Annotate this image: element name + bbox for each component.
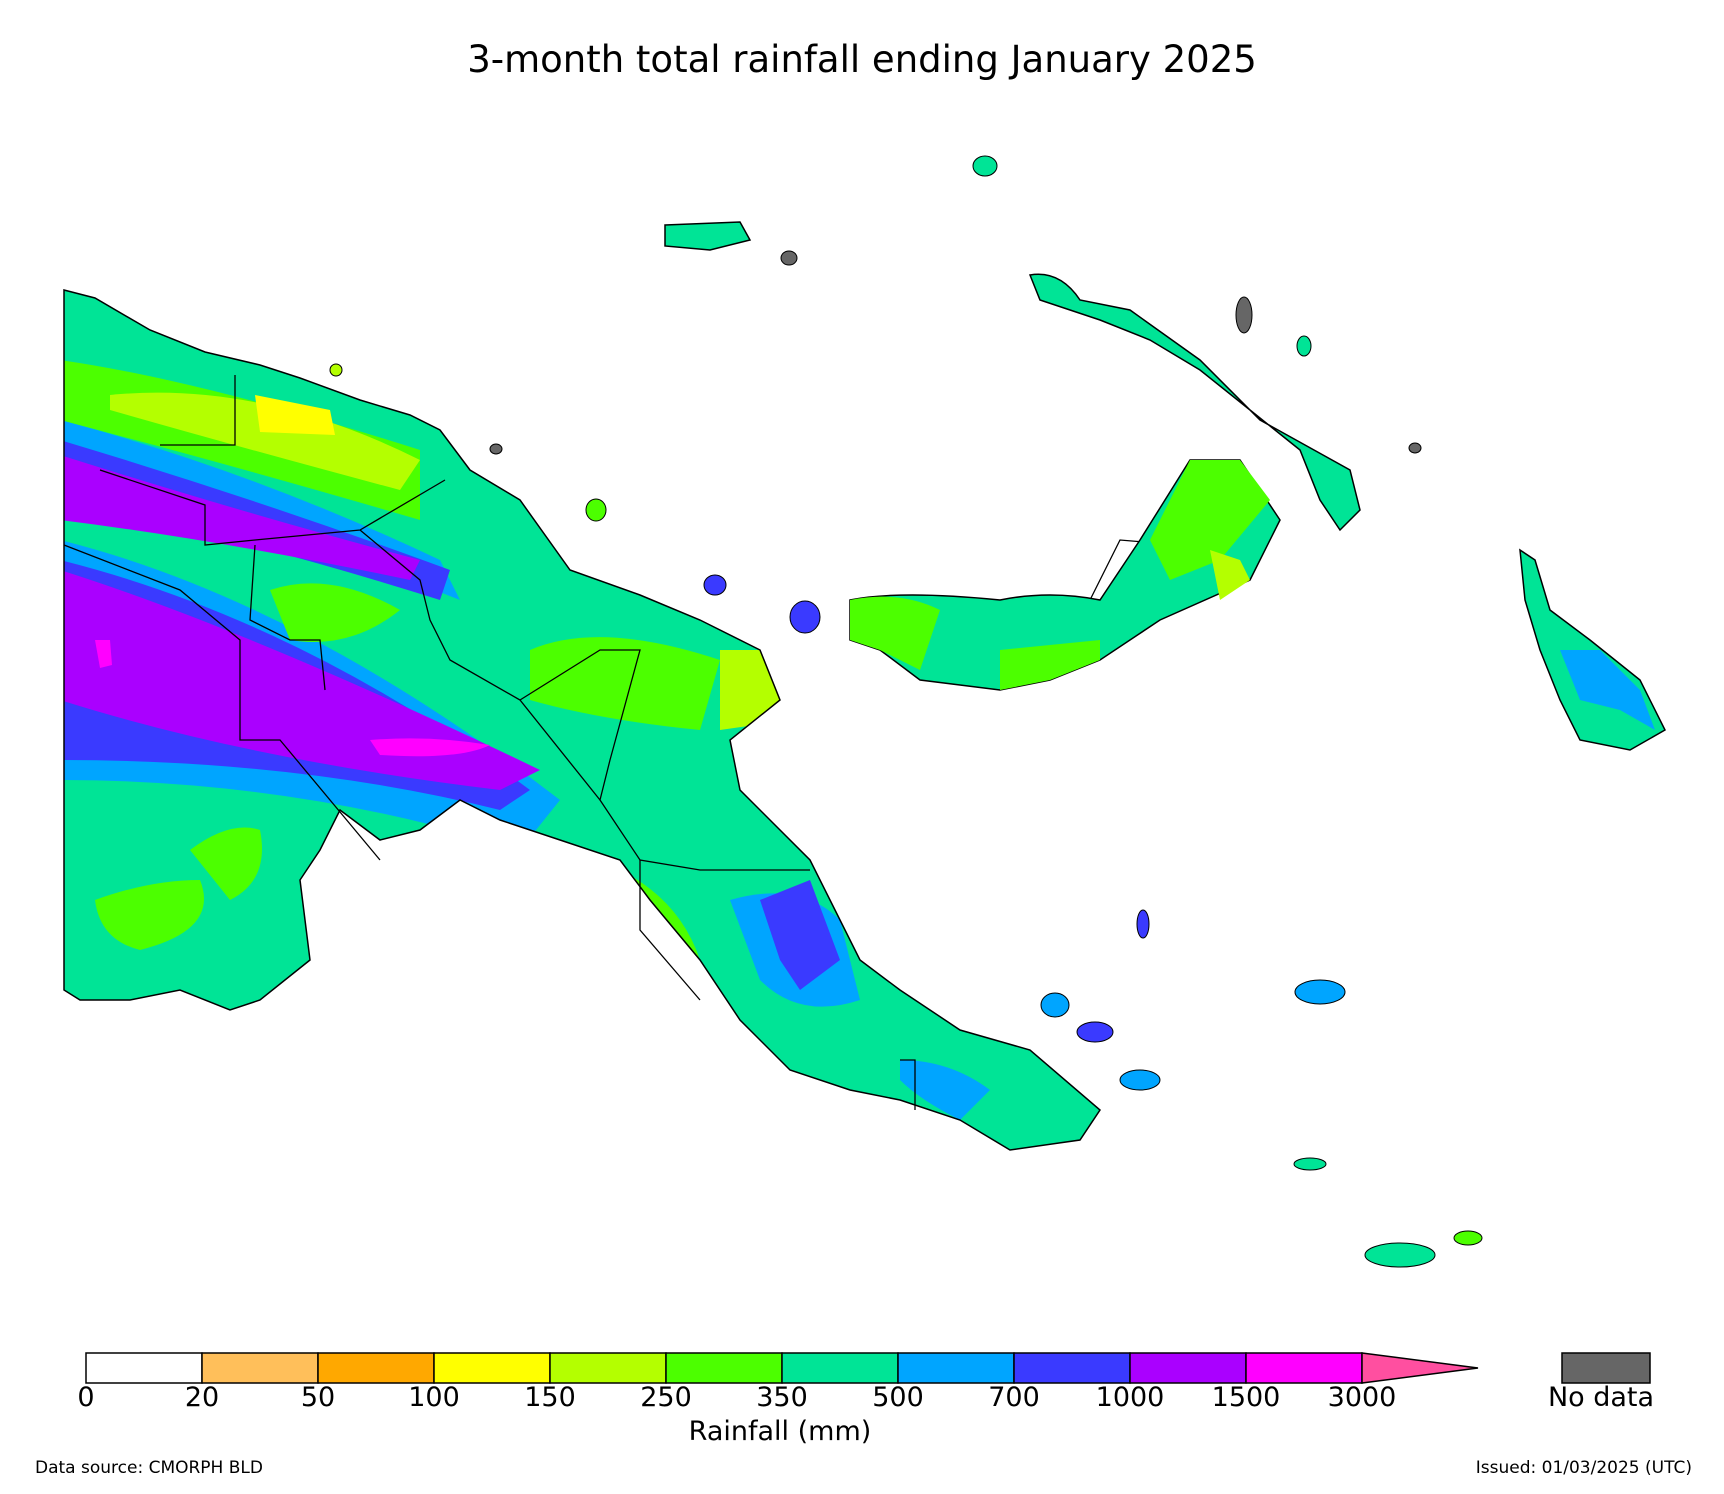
colorbar-tick-7: 500 (872, 1382, 924, 1413)
manus-island (664, 221, 752, 251)
province-borders (63, 375, 1182, 1110)
colorbar-bin-8 (1013, 1352, 1131, 1384)
colorbar-bin-6 (781, 1352, 899, 1384)
colorbar-bin-7 (897, 1352, 1015, 1384)
colorbar-tick-2: 50 (300, 1382, 336, 1413)
nodata-swatch (1561, 1352, 1651, 1384)
colorbar-bin-3 (433, 1352, 551, 1384)
colorbar-tick-0: 0 (77, 1382, 95, 1413)
colorbar-bin-1 (201, 1352, 319, 1384)
colorbar-tick-10: 1500 (1211, 1382, 1281, 1413)
colorbar (85, 1352, 1651, 1384)
mainland-rainfall (64, 290, 1100, 1150)
new-ireland-island (1028, 273, 1361, 532)
small-islands (329, 155, 1483, 1268)
colorbar-tick-4: 150 (524, 1382, 576, 1413)
colorbar-title: Rainfall (mm) (688, 1416, 872, 1447)
colorbar-bin-9 (1129, 1352, 1247, 1384)
data-source-note: Data source: CMORPH BLD (35, 1458, 263, 1478)
colorbar-tick-11: 3000 (1327, 1382, 1397, 1413)
colorbar-tick-6: 350 (756, 1382, 808, 1413)
bougainville-island (1519, 548, 1666, 751)
colorbar-bin-4 (549, 1352, 667, 1384)
colorbar-bin-10 (1245, 1352, 1363, 1384)
colorbar-tick-9: 1000 (1095, 1382, 1165, 1413)
colorbar-bin-5 (665, 1352, 783, 1384)
issued-date: Issued: 01/03/2025 (UTC) (1475, 1458, 1692, 1478)
new-britain-island (849, 459, 1281, 691)
colorbar-tick-8: 700 (988, 1382, 1040, 1413)
nodata-label: No data (1547, 1382, 1655, 1413)
colorbar-tick-1: 20 (184, 1382, 220, 1413)
map-title: 3-month total rainfall ending January 20… (467, 38, 1257, 81)
colorbar-tick-3: 100 (408, 1382, 460, 1413)
colorbar-bin-0 (85, 1352, 203, 1384)
colorbar-extend-arrow (1361, 1352, 1479, 1384)
colorbar-bin-2 (317, 1352, 435, 1384)
colorbar-tick-5: 250 (640, 1382, 692, 1413)
